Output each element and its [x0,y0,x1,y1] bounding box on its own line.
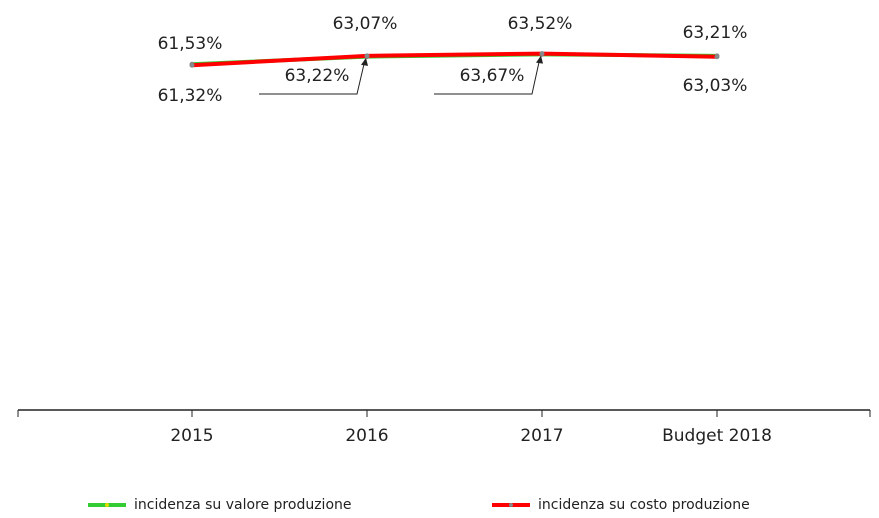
callout [259,59,366,95]
legend-label: incidenza su costo produzione [538,497,750,513]
x-tick-label: 2017 [520,426,563,446]
callout-arrow [361,57,368,66]
data-label: 63,21% [683,23,748,43]
point [189,62,195,68]
legend-label: incidenza su valore produzione [134,497,352,513]
point [714,54,720,60]
data-label: 61,53% [158,34,223,54]
data-label: 63,67% [460,66,525,86]
point [539,51,545,57]
data-label: 63,07% [333,14,398,34]
series-line [191,51,718,68]
point [364,53,370,59]
data-label: 63,03% [683,76,748,96]
legend-dot [509,503,513,507]
x-tick-label: 2016 [345,426,388,446]
callout-arrow [536,55,543,64]
x-tick-label: Budget 2018 [662,426,772,446]
data-label: 63,22% [285,66,350,86]
data-label: 61,32% [158,86,223,106]
data-label: 63,52% [508,14,573,34]
x-tick-label: 2015 [170,426,213,446]
legend-dot [105,503,109,507]
callout [434,57,541,95]
